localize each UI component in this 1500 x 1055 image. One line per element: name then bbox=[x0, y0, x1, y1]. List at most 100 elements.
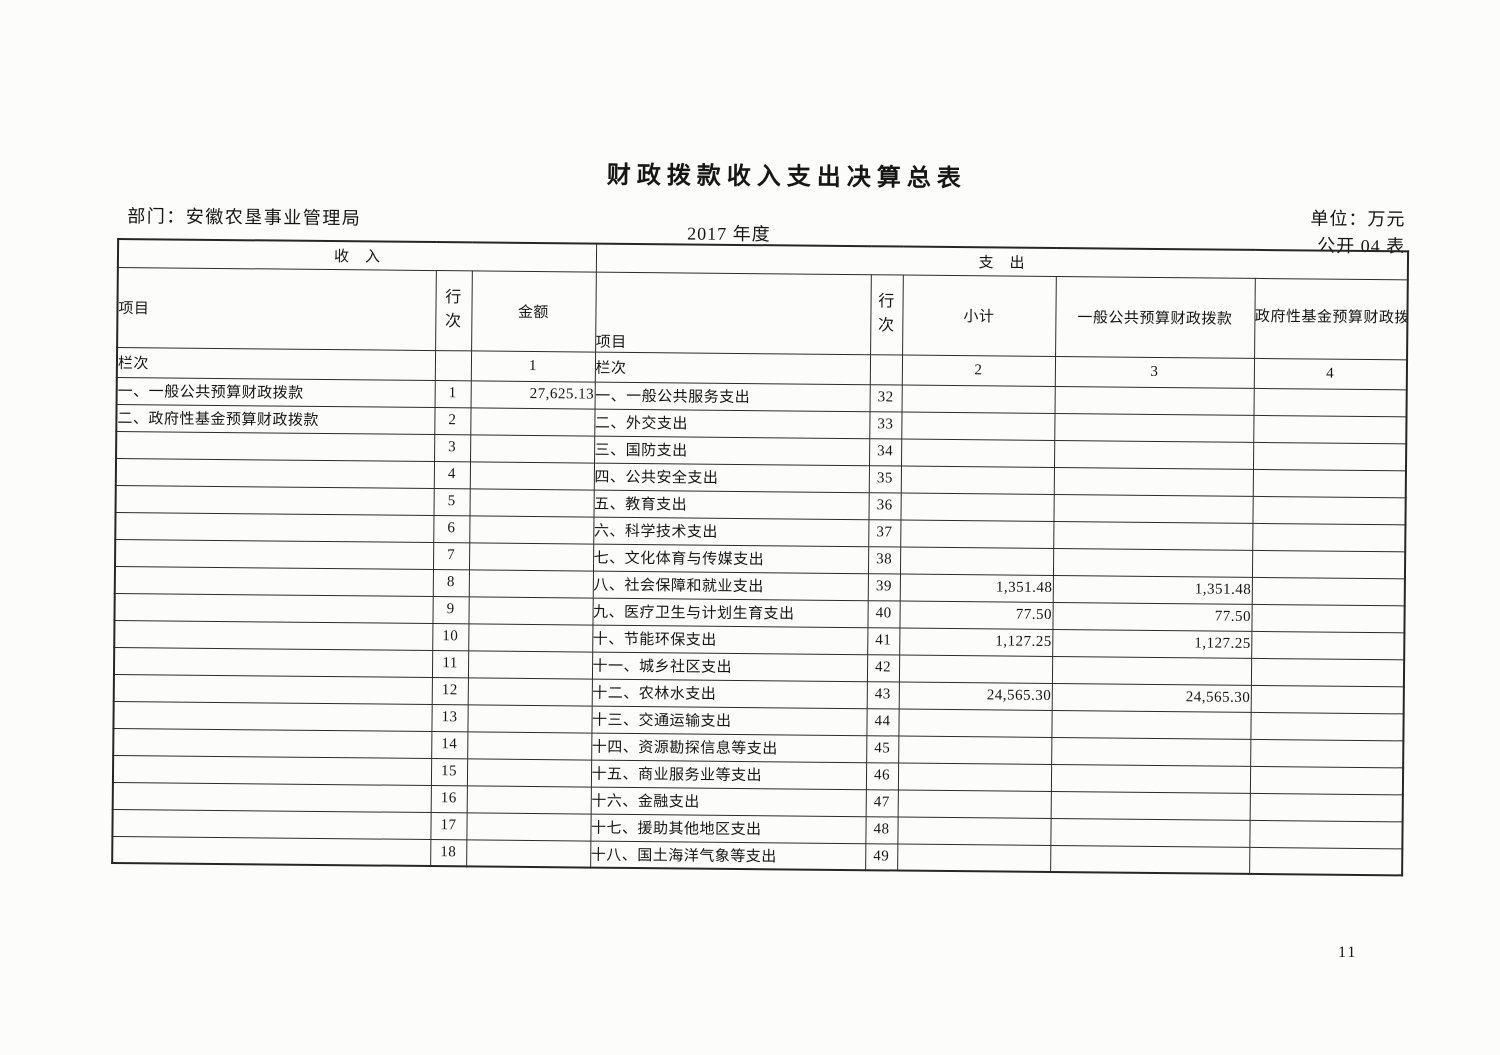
expense-govfund-cell bbox=[1253, 387, 1407, 417]
expense-item-cell: 九、医疗卫生与计划生育支出 bbox=[592, 597, 868, 628]
expense-subtotal-cell bbox=[897, 816, 1051, 845]
income-line-cell: 12 bbox=[431, 677, 468, 705]
expense-general-cell bbox=[1051, 655, 1252, 685]
expense-general-cell: 24,565.30 bbox=[1051, 682, 1251, 712]
income-item-cell bbox=[112, 835, 431, 867]
expense-item-cell: 十四、资源勘探信息等支出 bbox=[591, 732, 867, 763]
income-item-cell bbox=[114, 592, 433, 624]
expense-col-index-3: 3 bbox=[1054, 356, 1255, 388]
income-item-header: 项目 bbox=[117, 267, 436, 351]
expense-govfund-cell bbox=[1250, 738, 1404, 768]
expense-line-cell: 48 bbox=[865, 816, 898, 844]
expense-general-cell: 77.50 bbox=[1052, 601, 1252, 631]
expense-general-cell bbox=[1050, 763, 1251, 793]
department-label: 部门：安徽农垦事业管理局 bbox=[127, 206, 362, 229]
income-amount-cell bbox=[470, 407, 595, 436]
expense-govfund-cell bbox=[1253, 441, 1407, 471]
income-amount-cell bbox=[470, 434, 595, 463]
expense-line-cell: 32 bbox=[869, 384, 902, 412]
expense-item-cell: 三、国防支出 bbox=[594, 435, 870, 466]
income-item-cell: 二、政府性基金预算财政拨款 bbox=[116, 403, 435, 435]
income-amount-cell bbox=[467, 677, 592, 706]
income-line-cell: 9 bbox=[432, 596, 469, 624]
income-amount-cell bbox=[469, 488, 594, 517]
expense-general-cell bbox=[1050, 844, 1250, 874]
expense-govfund-cell bbox=[1250, 684, 1404, 714]
income-amount-cell bbox=[469, 461, 595, 490]
expense-subtotal-cell bbox=[901, 438, 1055, 467]
expense-item-cell: 十七、援助其他地区支出 bbox=[590, 813, 866, 844]
empty-cell bbox=[869, 354, 903, 385]
income-item-cell bbox=[112, 808, 431, 840]
budget-summary-table: 收 入 支 出 项目 行次 金额 项目 行次 小计 一般公共预算财政拨款 政府性… bbox=[111, 237, 1410, 877]
income-item-cell: 一、一般公共预算财政拨款 bbox=[116, 376, 435, 408]
expense-line-cell: 40 bbox=[867, 600, 900, 628]
expense-line-cell: 45 bbox=[866, 735, 899, 763]
expense-line-no-header-text: 行次 bbox=[878, 293, 895, 335]
income-amount-cell bbox=[467, 650, 593, 679]
expense-item-cell: 六、科学技术支出 bbox=[593, 516, 869, 547]
expense-govfund-cell bbox=[1250, 711, 1404, 741]
income-line-cell: 7 bbox=[432, 542, 470, 570]
income-line-cell: 15 bbox=[430, 758, 468, 786]
income-line-cell: 6 bbox=[433, 515, 470, 543]
expense-subtotal-cell: 1,351.48 bbox=[899, 573, 1053, 602]
expense-line-cell: 35 bbox=[868, 465, 902, 493]
income-item-cell bbox=[114, 565, 433, 597]
expense-govfund-cell bbox=[1249, 819, 1403, 849]
expense-line-cell: 38 bbox=[867, 546, 901, 574]
page-title: 财政拨款收入支出决算总表 bbox=[606, 161, 967, 193]
income-amount-cell bbox=[469, 515, 594, 544]
expense-line-cell: 41 bbox=[867, 627, 900, 655]
income-line-no-header-text: 行次 bbox=[445, 289, 462, 331]
expense-subtotal-header: 小计 bbox=[902, 274, 1056, 357]
expense-line-cell: 46 bbox=[865, 762, 899, 790]
expense-line-cell: 39 bbox=[867, 573, 900, 601]
income-line-cell: 5 bbox=[433, 488, 470, 516]
expense-subtotal-cell bbox=[900, 465, 1055, 494]
income-amount-cell bbox=[468, 569, 594, 598]
income-item-cell bbox=[115, 511, 434, 543]
expense-col-index-2: 2 bbox=[901, 354, 1056, 387]
expense-item-cell: 七、文化体育与传媒支出 bbox=[593, 543, 869, 574]
expense-govfund-cell bbox=[1252, 522, 1406, 552]
expense-general-budget-header: 一般公共预算财政拨款 bbox=[1055, 276, 1255, 358]
expense-general-cell bbox=[1050, 790, 1250, 820]
unit-label: 单位：万元 bbox=[1310, 208, 1406, 230]
income-line-cell: 13 bbox=[431, 704, 468, 732]
expense-gov-fund-header: 政府性基金预算财政拨款 bbox=[1254, 277, 1408, 360]
income-item-cell bbox=[113, 646, 433, 678]
table-body: 一、一般公共预算财政拨款 1 27,625.13 一、一般公共服务支出 32 二、政府性基… bbox=[112, 376, 1407, 876]
expense-subtotal-cell bbox=[898, 735, 1052, 764]
income-line-cell: 18 bbox=[430, 839, 467, 867]
income-item-cell bbox=[112, 754, 432, 786]
expense-subtotal-cell bbox=[901, 384, 1055, 414]
income-item-cell bbox=[113, 673, 432, 705]
income-line-cell: 17 bbox=[430, 812, 467, 840]
expense-subtotal-cell bbox=[897, 762, 1052, 791]
expense-item-cell: 十五、商业服务业等支出 bbox=[590, 759, 867, 790]
income-line-cell: 1 bbox=[434, 380, 471, 408]
expense-govfund-cell bbox=[1251, 603, 1405, 633]
income-line-cell: 14 bbox=[431, 731, 468, 759]
expense-subtotal-cell bbox=[901, 411, 1055, 441]
income-line-cell: 10 bbox=[432, 623, 469, 651]
income-lanci-label: 栏次 bbox=[116, 347, 436, 381]
income-line-no-header: 行次 bbox=[435, 270, 472, 351]
expense-line-no-header: 行次 bbox=[870, 274, 903, 355]
expense-govfund-cell bbox=[1249, 765, 1404, 795]
column-header-row: 项目 行次 金额 项目 行次 小计 一般公共预算财政拨款 政府性基金预算财政拨款 bbox=[117, 267, 1408, 360]
income-item-cell bbox=[112, 781, 431, 813]
income-amount-cell bbox=[468, 596, 593, 625]
expense-govfund-cell bbox=[1251, 549, 1406, 579]
expense-general-cell bbox=[1053, 520, 1253, 550]
empty-cell bbox=[434, 350, 472, 381]
expense-govfund-cell bbox=[1249, 846, 1403, 876]
expense-line-cell: 37 bbox=[868, 519, 901, 547]
expense-item-cell: 十、节能环保支出 bbox=[592, 624, 868, 655]
income-item-cell bbox=[114, 619, 433, 651]
income-line-cell: 3 bbox=[434, 434, 471, 462]
income-col-index-1: 1 bbox=[470, 350, 596, 382]
expense-item-cell: 十一、城乡社区支出 bbox=[591, 651, 868, 682]
